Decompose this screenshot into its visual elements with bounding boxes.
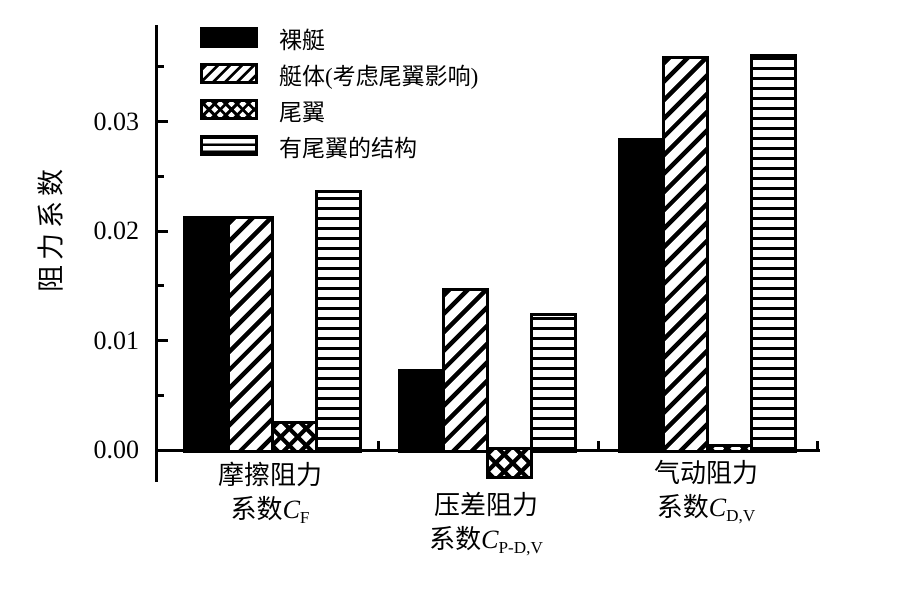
bar bbox=[271, 421, 318, 453]
x-tick bbox=[376, 441, 380, 450]
solid-swatch-icon bbox=[200, 27, 258, 48]
bar bbox=[486, 447, 533, 479]
legend-item: 有尾翼的结构 bbox=[200, 135, 478, 161]
legend-label: 尾翼 bbox=[279, 99, 325, 125]
legend-item: 裸艇 bbox=[200, 27, 478, 53]
y-tick-label: 0.00 bbox=[93, 435, 140, 464]
bar bbox=[227, 216, 274, 453]
crosshatch-swatch-icon bbox=[200, 99, 258, 120]
y-tick-label: 0.03 bbox=[93, 106, 140, 136]
y-major-tick bbox=[158, 448, 168, 452]
diagonal-swatch-icon bbox=[200, 63, 258, 84]
bar bbox=[618, 138, 665, 453]
y-axis-line bbox=[155, 25, 158, 482]
horizontal-swatch-icon bbox=[200, 135, 258, 156]
bar bbox=[442, 288, 489, 453]
legend-label: 有尾翼的结构 bbox=[279, 135, 417, 161]
bar bbox=[530, 313, 577, 453]
legend-item: 尾翼 bbox=[200, 99, 478, 125]
legend-item: 艇体(考虑尾翼影响) bbox=[200, 63, 478, 89]
y-minor-tick bbox=[158, 284, 164, 288]
bar bbox=[315, 190, 362, 453]
x-tick bbox=[596, 441, 600, 450]
y-tick-label: 0.02 bbox=[93, 216, 140, 245]
y-tick-label: 0.01 bbox=[93, 325, 140, 355]
x-category-label: 气动阻力 系数CD,V bbox=[653, 459, 758, 525]
bar bbox=[662, 56, 709, 453]
legend-label: 裸艇 bbox=[279, 27, 325, 53]
legend-label: 艇体(考虑尾翼影响) bbox=[279, 63, 479, 89]
y-minor-tick bbox=[158, 174, 164, 178]
bar bbox=[706, 444, 753, 453]
y-major-tick bbox=[158, 120, 168, 123]
legend: 裸艇艇体(考虑尾翼影响) 尾翼有尾翼的结构 bbox=[200, 27, 478, 171]
y-minor-tick bbox=[158, 65, 164, 69]
y-major-tick bbox=[158, 339, 168, 342]
y-minor-tick bbox=[158, 393, 164, 397]
x-tick bbox=[815, 441, 819, 450]
y-major-tick bbox=[158, 229, 168, 233]
x-category-label: 摩擦阻力 系数CF bbox=[217, 461, 322, 527]
x-category-label: 压差阻力 系数CP-D,V bbox=[429, 491, 543, 557]
bar bbox=[398, 369, 445, 453]
bar bbox=[750, 54, 797, 453]
bar bbox=[183, 216, 230, 453]
